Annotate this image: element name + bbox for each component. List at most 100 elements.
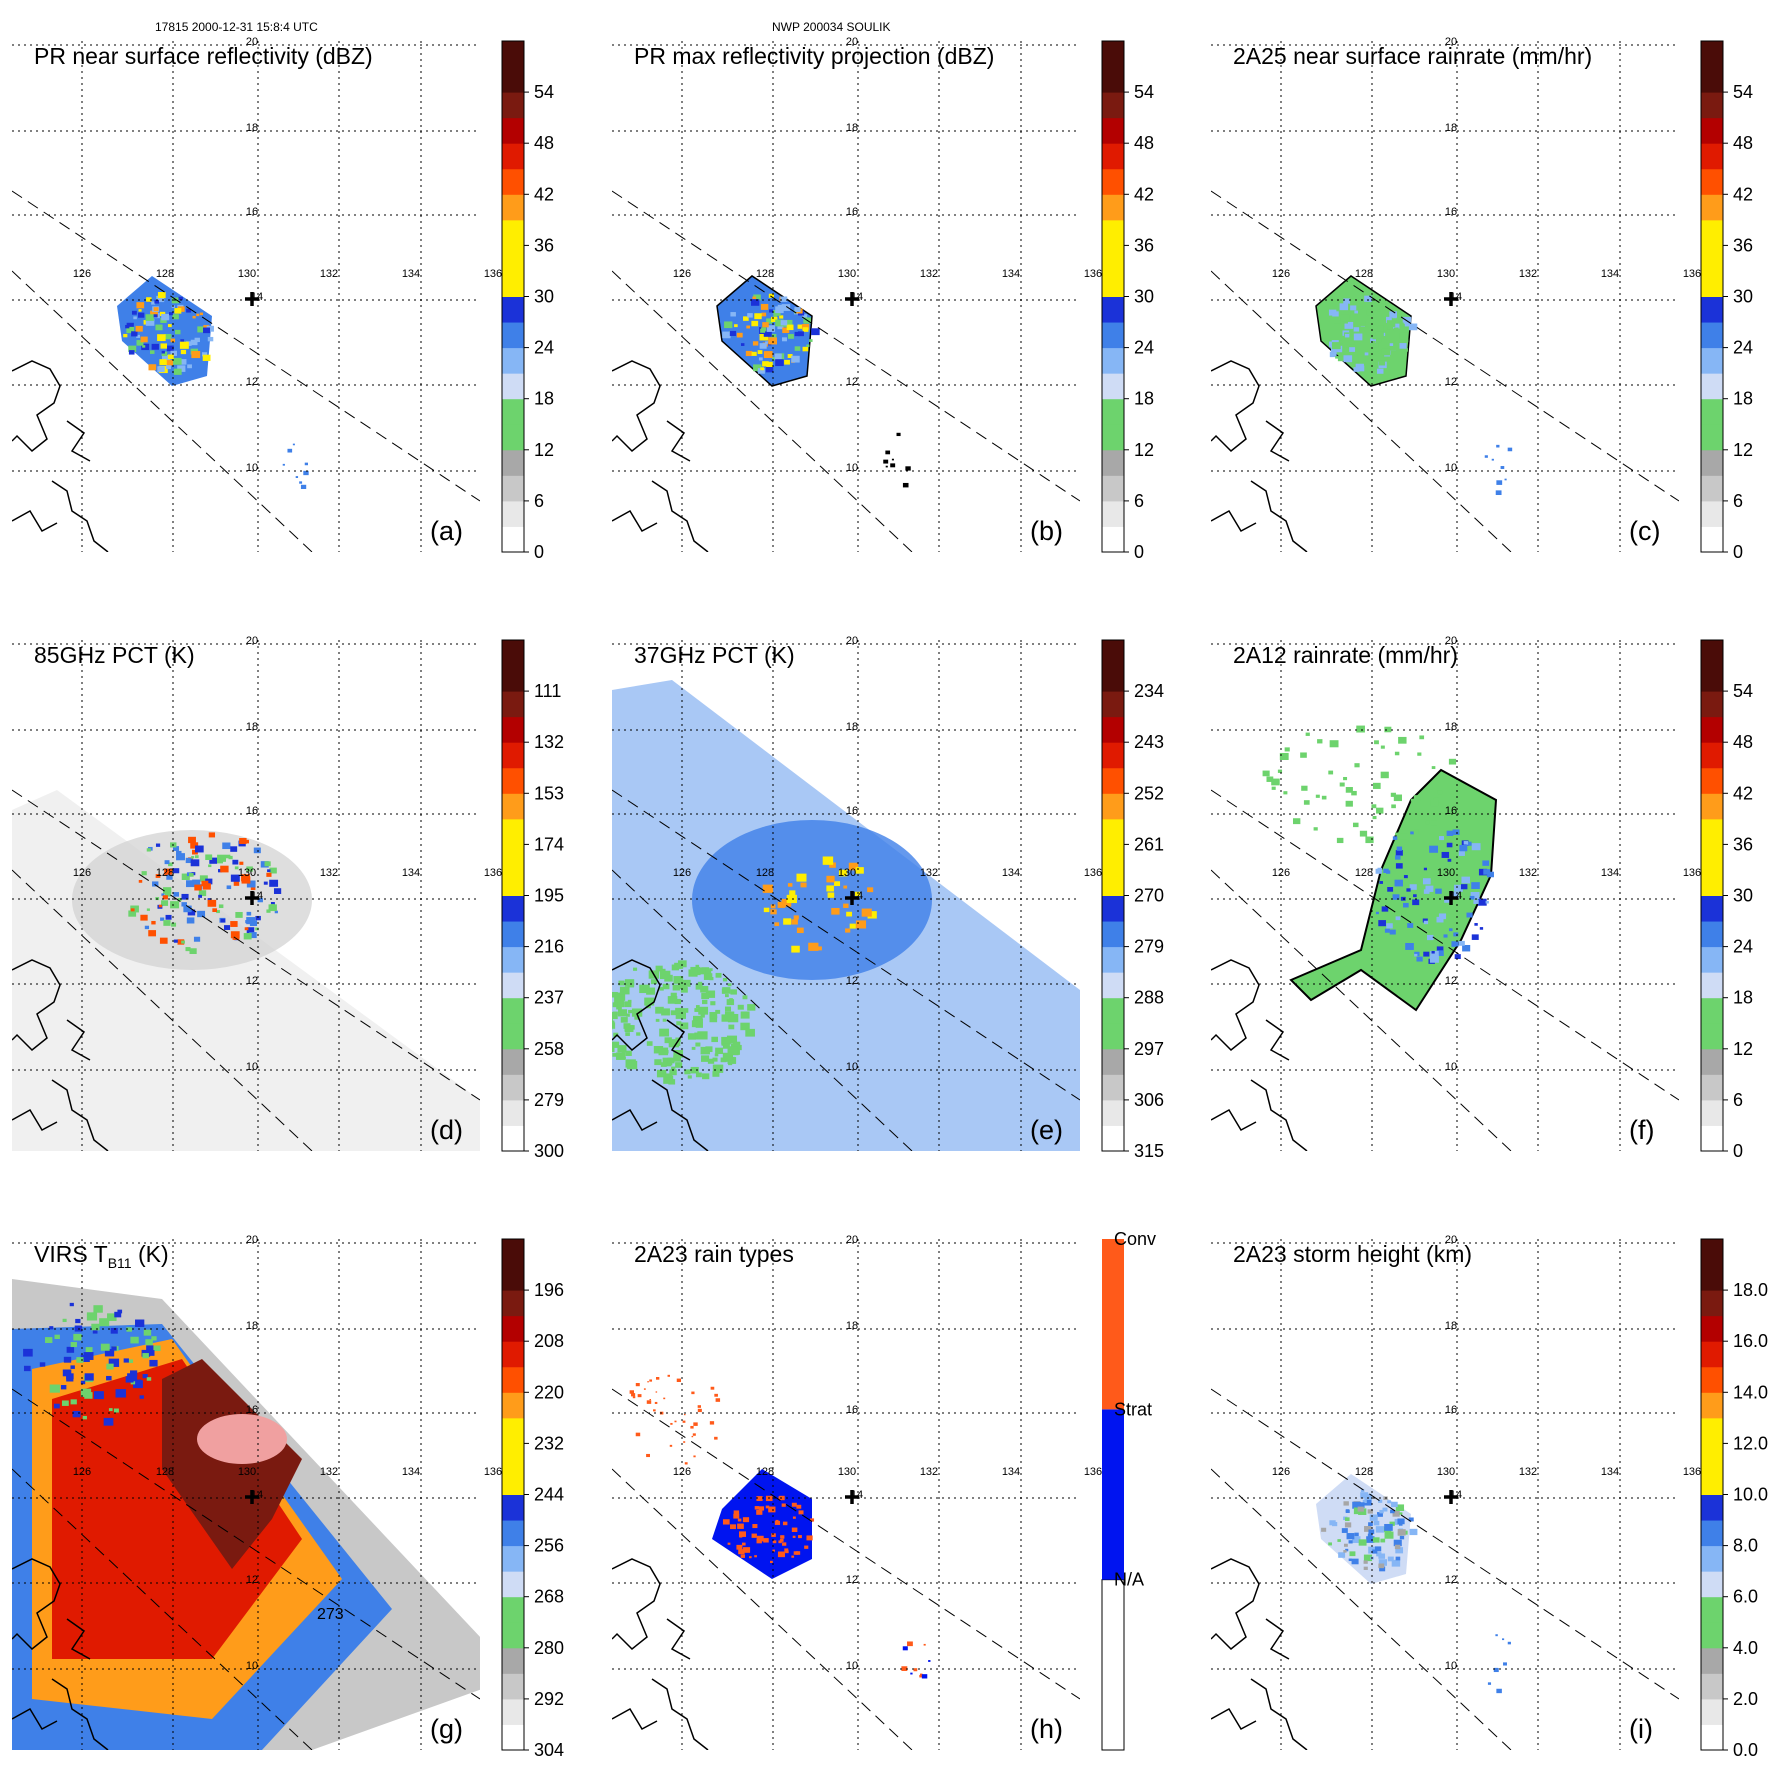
data-pixel <box>92 1329 98 1334</box>
data-pixel <box>1453 932 1459 937</box>
data-pixel <box>1313 827 1318 831</box>
colorbar-swatch <box>1701 1443 1723 1470</box>
data-pixel <box>733 1513 740 1519</box>
colorbar-swatch <box>1701 1647 1723 1674</box>
data-pixel <box>148 364 157 371</box>
data-pixel <box>637 1394 642 1398</box>
data-pixel <box>684 1413 686 1416</box>
lon-label: 130 <box>1437 268 1455 280</box>
data-pixel <box>1484 455 1488 458</box>
data-pixel <box>919 1673 923 1676</box>
lon-label: 134 <box>402 1466 420 1478</box>
data-pixel <box>769 309 774 313</box>
data-pixel <box>1417 752 1422 756</box>
data-pixel <box>794 331 800 337</box>
data-pixel <box>722 987 731 994</box>
colorbar-swatch <box>1701 921 1723 948</box>
rain-area <box>1289 768 1498 1012</box>
data-pixel <box>1423 889 1430 894</box>
data-pixel <box>760 328 766 333</box>
data-pixel <box>811 328 820 336</box>
data-pixel <box>1329 351 1337 358</box>
data-pixel <box>1382 1507 1388 1512</box>
lon-label: 128 <box>156 1466 174 1478</box>
data-pixel <box>1394 1544 1401 1550</box>
data-pixel <box>593 1016 601 1022</box>
data-pixel <box>921 1674 928 1679</box>
data-pixel <box>80 1380 86 1385</box>
data-pixel <box>1345 1509 1350 1513</box>
data-pixel <box>244 927 249 931</box>
coastline <box>1265 1019 1290 1061</box>
colorbar-tick-label: 12 <box>1134 440 1154 460</box>
colorbar-swatch <box>1701 1468 1723 1495</box>
data-pixel <box>128 345 137 352</box>
lat-label: 16 <box>846 805 858 817</box>
data-pixel <box>662 983 670 990</box>
data-pixel <box>177 939 185 945</box>
data-pixel <box>675 1007 683 1014</box>
coastline <box>1211 509 1257 532</box>
data-pixel <box>1407 923 1414 928</box>
data-pixel <box>1363 1554 1373 1562</box>
data-pixel <box>150 350 155 354</box>
data-pixel <box>721 1036 731 1045</box>
data-pixel <box>1409 1528 1418 1536</box>
data-pixel <box>1386 320 1396 327</box>
data-pixel <box>613 1032 619 1037</box>
colorbar-swatch <box>502 716 524 743</box>
data-pixel <box>670 1010 677 1016</box>
data-pixel <box>1485 900 1489 904</box>
data-pixel <box>1393 323 1400 329</box>
data-pixel <box>1436 946 1444 952</box>
swath-edge <box>12 869 313 1151</box>
data-pixel <box>107 1313 117 1321</box>
colorbar-swatch <box>1102 972 1124 999</box>
colorbar-tick-label: 2.0 <box>1733 1689 1758 1709</box>
data-pixel <box>1354 1532 1359 1537</box>
colorbar-tick-label: 237 <box>534 988 564 1008</box>
lon-label: 134 <box>1601 1466 1619 1478</box>
data-pixel <box>791 945 800 953</box>
swath-edge <box>612 190 1080 502</box>
data-pixel <box>667 996 678 1004</box>
colorbar-swatch <box>502 1392 524 1419</box>
data-pixel <box>1446 842 1453 848</box>
data-pixel <box>192 849 198 855</box>
data-pixel <box>782 337 787 342</box>
data-pixel <box>674 962 682 969</box>
data-pixel <box>760 303 769 310</box>
colorbar-swatch <box>502 1520 524 1547</box>
data-pixel <box>1365 836 1374 844</box>
data-pixel <box>796 1504 802 1509</box>
data-pixel <box>739 1531 746 1537</box>
data-pixel <box>848 862 859 871</box>
data-pixel <box>787 334 794 339</box>
data-pixel <box>224 925 231 930</box>
coastline <box>12 959 61 1052</box>
coastline <box>1250 480 1308 552</box>
data-pixel <box>1403 902 1409 908</box>
data-pixel <box>1398 1522 1403 1526</box>
colorbar-tick-label: 24 <box>1733 937 1753 957</box>
data-pixel <box>208 832 216 838</box>
colorbar-swatch <box>1701 946 1723 973</box>
data-pixel <box>1458 851 1465 856</box>
lon-label: 128 <box>756 268 774 280</box>
data-pixel <box>754 1506 760 1510</box>
data-pixel <box>1449 891 1459 899</box>
data-pixel <box>266 909 271 913</box>
data-pixel <box>273 888 282 894</box>
lon-label: 132 <box>320 268 338 280</box>
data-pixel <box>123 1358 129 1363</box>
data-pixel <box>1395 832 1399 836</box>
colorbar-swatch <box>502 526 524 553</box>
lat-label: 20 <box>846 635 858 647</box>
data-pixel <box>136 334 140 338</box>
data-pixel <box>230 874 240 882</box>
data-pixel <box>1387 1556 1394 1562</box>
colorbar-swatch <box>502 1125 524 1152</box>
data-pixel <box>760 367 765 371</box>
colorbar-tick-label: 268 <box>534 1587 564 1607</box>
